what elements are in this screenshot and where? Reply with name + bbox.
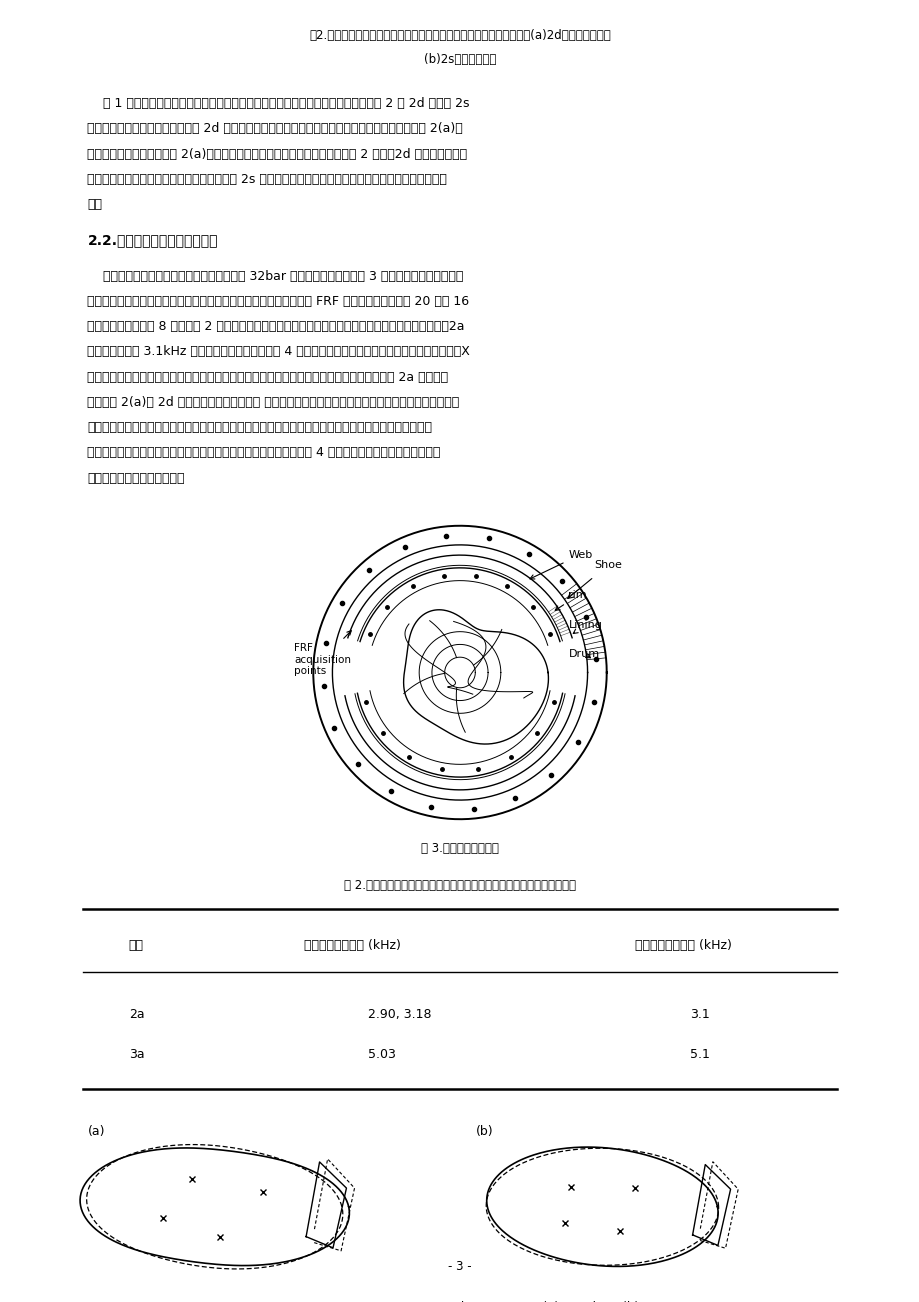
- Text: Web: Web: [529, 549, 592, 579]
- Text: Lining: Lining: [568, 620, 602, 634]
- Text: 衬片贴在制动蹄上，摩擦发生在衬片与制动鼓之间。制动鼓与制动蹄 FRF 采集点的数量分别为 20 个和 16: 衬片贴在制动蹄上，摩擦发生在衬片与制动鼓之间。制动鼓与制动蹄 FRF 采集点的数…: [87, 296, 469, 309]
- Text: 2a: 2a: [129, 1008, 144, 1021]
- Text: 2.2.鼓式制动器总成的动力特性: 2.2.鼓式制动器总成的动力特性: [87, 233, 218, 247]
- Text: - 3 -: - 3 -: [448, 1260, 471, 1273]
- Text: 图2.模态测试中提取的制动鼓与制动蹄在自由支撑状况下的模态振型：(a)2d模式的制动鼓；: 图2.模态测试中提取的制动鼓与制动蹄在自由支撑状况下的模态振型：(a)2d模式的…: [309, 29, 610, 42]
- Text: 标志表示在圆周方向上的对应位置（只显示了总成中的一个制动蹄）。在这个图中，制动鼓在 2a 模式中有: 标志表示在圆周方向上的对应位置（只显示了总成中的一个制动蹄）。在这个图中，制动鼓…: [87, 371, 448, 384]
- Text: 表 1 显示了从模态测试中提取的制动鼓与制动蹄在自由支撑状况下的固有频率，图 2 对 2d 模式与 2s: 表 1 显示了从模态测试中提取的制动鼓与制动蹄在自由支撑状况下的固有频率，图 2…: [87, 98, 470, 111]
- Text: 模态测试固有频率 (kHz): 模态测试固有频率 (kHz): [303, 939, 400, 952]
- Text: 非常类似于自由支撑环的第二类弯曲模型，而 2s 模式的模态振型同样也类似于自由支撑拱门的第二类弯曲: 非常类似于自由支撑环的第二类弯曲模型，而 2s 模式的模态振型同样也类似于自由支…: [87, 173, 447, 186]
- Text: 模式的模态振型进行了描绘。因为 2d 模式有两个类似于一对的固有频率，而只有一个模态振型在图 2(a)中: 模式的模态振型进行了描绘。因为 2d 模式有两个类似于一对的固有频率，而只有一个…: [87, 122, 462, 135]
- Text: 图 3.鼓式制动器总成图: 图 3.鼓式制动器总成图: [421, 842, 498, 855]
- Text: 模型: 模型: [87, 198, 102, 211]
- Text: (b)2s模式的制动蹄: (b)2s模式的制动蹄: [424, 53, 495, 66]
- Text: 5.03: 5.03: [368, 1048, 395, 1061]
- Text: rim: rim: [555, 591, 586, 611]
- Text: 模式模态振型与 3.1kHz 频率尖叫的联系则显示在图 4 中。圆和圆环面在图中分别代表制动鼓与制动蹄。X: 模式模态振型与 3.1kHz 频率尖叫的联系则显示在图 4 中。圆和圆环面在图中…: [87, 345, 470, 358]
- Text: 驱动测试尖叫频率 (kHz): 驱动测试尖叫频率 (kHz): [634, 939, 731, 952]
- Text: 对鼓式制动器总成进行的模态测试在同样的 32bar 制动力条件下进行。图 3 显示了鼓式制动器总成；: 对鼓式制动器总成进行的模态测试在同样的 32bar 制动力条件下进行。图 3 显…: [87, 270, 463, 283]
- Text: Drum: Drum: [568, 650, 599, 659]
- Text: 动鼓的那些模态振型变化的。: 动鼓的那些模态振型变化的。: [87, 471, 185, 484]
- Text: 5.1: 5.1: [689, 1048, 709, 1061]
- Text: 3a: 3a: [129, 1048, 144, 1061]
- Text: FRF
acquisition
points: FRF acquisition points: [294, 630, 351, 676]
- Text: 表 2.模态测试提取的鼓式制动器总成固有频率与驱动测试测量的尖叫频率: 表 2.模态测试提取的鼓式制动器总成固有频率与驱动测试测量的尖叫频率: [344, 879, 575, 892]
- Text: 说当施加制动力时制动蹄也能保持自由支撑状态下的模态振型。如图 4 所示，制动蹄的模态振型是跟随制: 说当施加制动力时制动蹄也能保持自由支撑状态下的模态振型。如图 4 所示，制动蹄的…: [87, 447, 440, 460]
- Text: (b): (b): [475, 1125, 493, 1138]
- Text: (a): (a): [88, 1125, 106, 1138]
- Text: 2.90, 3.18: 2.90, 3.18: [368, 1008, 431, 1021]
- Text: 保持着自由支撑状态下的模态振型。因此，自由支撑的制动鼓的模态振型可以用于理论分析。然而，很难: 保持着自由支撑状态下的模态振型。因此，自由支撑的制动鼓的模态振型可以用于理论分析…: [87, 421, 432, 434]
- Text: 模序: 模序: [129, 939, 143, 952]
- Text: 显示；另一个模态振型与图 2(a)中的是一致的除了节点与反节点的位置。如图 2 所示，2d 模式的模态振型: 显示；另一个模态振型与图 2(a)中的是一致的除了节点与反节点的位置。如图 2 …: [87, 147, 467, 160]
- Text: Shoe: Shoe: [594, 560, 621, 570]
- Text: 个（每个圆环底部有 8 个）。表 2 显示了鼓式制动总成的固有频率接近从驱动测试测量出来的尖叫频率，2a: 个（每个圆环底部有 8 个）。表 2 显示了鼓式制动总成的固有频率接近从驱动测试…: [87, 320, 464, 333]
- Text: 3.1: 3.1: [689, 1008, 709, 1021]
- Text: 着与在图 2(a)中 2d 模式几乎一致的模态振型 当制动蹄配对到制动鼓并且施加了制动力时制动鼓几乎还是: 着与在图 2(a)中 2d 模式几乎一致的模态振型 当制动蹄配对到制动鼓并且施加…: [87, 396, 460, 409]
